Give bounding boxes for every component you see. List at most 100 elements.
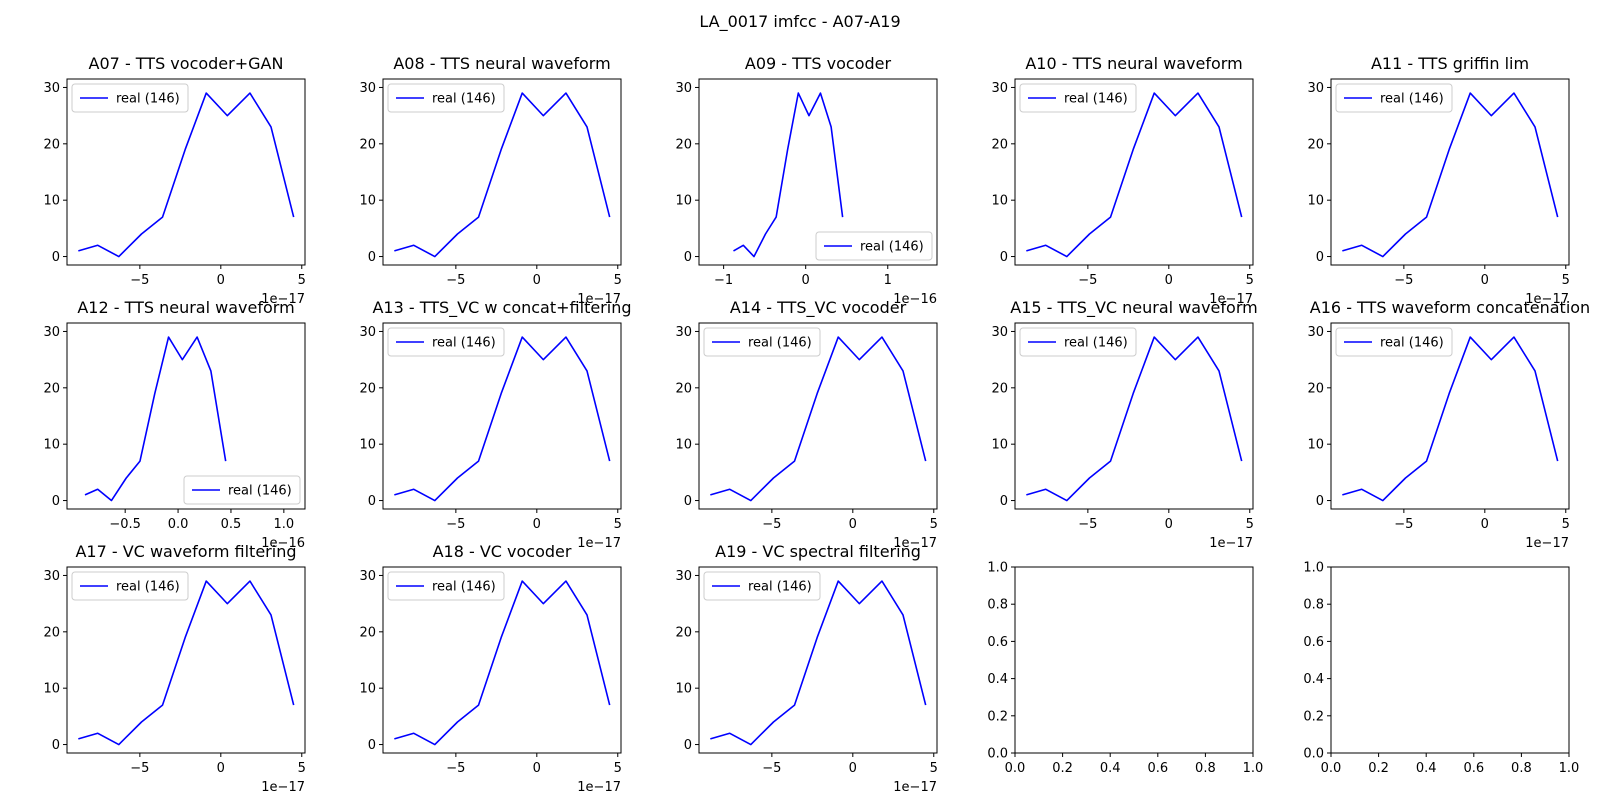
legend: real (146): [387, 327, 505, 357]
x-tick-label: 5: [1562, 273, 1570, 288]
x-offset-label: 1e−17: [893, 780, 937, 795]
x-tick-label: −5: [446, 273, 465, 288]
x-tick-label: 5: [298, 273, 306, 288]
x-tick-label: −5: [446, 761, 465, 776]
y-tick-label: 10: [43, 438, 60, 453]
y-tick-label: 20: [359, 625, 376, 640]
legend-label: real (146): [748, 336, 812, 351]
x-tick-label: −5: [1078, 517, 1097, 532]
y-tick-label: 0.2: [987, 709, 1008, 724]
x-tick-label: −5: [1394, 517, 1413, 532]
x-offset-label: 1e−17: [1525, 536, 1569, 551]
x-tick-label: 5: [614, 273, 622, 288]
legend: real (146): [183, 475, 301, 505]
y-tick-label: 10: [991, 194, 1008, 209]
plot-frame: [1014, 78, 1254, 266]
y-tick-label: 10: [991, 438, 1008, 453]
x-tick-label: 0: [802, 273, 810, 288]
subplot-title: A18 - VC vocoder: [433, 542, 572, 561]
x-tick-label: −5: [446, 517, 465, 532]
legend-box: [815, 231, 933, 261]
legend-box: [387, 571, 505, 601]
y-tick-label: 20: [675, 137, 692, 152]
legend: real (146): [1335, 83, 1453, 113]
x-tick-label: 0: [533, 761, 541, 776]
subplot-5: A11 - TTS griffin lim −5 0 5 0 10 20 30 1e−17 rea…: [1307, 54, 1569, 307]
x-tick-label: 1: [884, 273, 892, 288]
y-tick-label: 10: [1307, 194, 1324, 209]
y-tick-label: 10: [1307, 438, 1324, 453]
x-tick-label: 5: [1246, 273, 1254, 288]
series-line: [1026, 336, 1243, 502]
y-tick-label: 30: [675, 81, 692, 96]
y-tick-label: 0.6: [1303, 635, 1324, 650]
subplot-9: A15 - TTS_VC neural waveform −5 0 5 0 10 20 30 1…: [991, 298, 1257, 551]
subplot-10: A16 - TTS waveform concatenation −5 0 5 0 10 2…: [1307, 298, 1590, 551]
legend-box: [1019, 327, 1137, 357]
x-tick-label: 0.5: [221, 517, 242, 532]
legend: real (146): [703, 327, 821, 357]
subplot-2: A08 - TTS neural waveform −5 0 5 0 10 20 30 1e−1…: [359, 54, 621, 307]
y-tick-label: 1.0: [987, 561, 1008, 576]
y-tick-label: 30: [1307, 81, 1324, 96]
series-line: [394, 336, 611, 502]
y-tick-label: 30: [675, 569, 692, 584]
x-tick-label: 0: [1165, 273, 1173, 288]
legend-label: real (146): [1064, 92, 1128, 107]
subplot-title: A16 - TTS waveform concatenation: [1310, 298, 1590, 317]
series-line: [710, 336, 927, 502]
x-tick-label: 5: [1246, 517, 1254, 532]
x-tick-label: −5: [1394, 273, 1413, 288]
legend-label: real (146): [1064, 336, 1128, 351]
y-tick-label: 0.4: [1303, 672, 1324, 687]
y-tick-label: 20: [43, 137, 60, 152]
legend: real (146): [1335, 327, 1453, 357]
legend-label: real (146): [432, 580, 496, 595]
legend-box: [1335, 327, 1453, 357]
plot-frame: [1330, 78, 1570, 266]
x-tick-label: 1.0: [274, 517, 295, 532]
y-tick-label: 10: [675, 682, 692, 697]
plot-frame: [382, 322, 622, 510]
x-tick-label: 0.4: [1416, 761, 1437, 776]
legend: real (146): [1019, 327, 1137, 357]
plot-frame: [66, 78, 306, 266]
legend-label: real (146): [432, 336, 496, 351]
legend-label: real (146): [1380, 336, 1444, 351]
x-tick-label: 0: [849, 517, 857, 532]
x-tick-label: 0.8: [1195, 761, 1216, 776]
subplot-4: A10 - TTS neural waveform −5 0 5 0 10 20 30 1e−1…: [991, 54, 1253, 307]
plot-frame: [698, 78, 938, 266]
subplot-title: A07 - TTS vocoder+GAN: [89, 54, 284, 73]
plot-frame: [1330, 566, 1570, 754]
y-tick-label: 0.4: [987, 672, 1008, 687]
x-tick-label: −5: [762, 761, 781, 776]
y-tick-label: 0: [52, 494, 60, 509]
y-tick-label: 0: [684, 738, 692, 753]
legend: real (146): [71, 571, 189, 601]
y-tick-label: 0: [368, 738, 376, 753]
subplot-title: A09 - TTS vocoder: [745, 54, 892, 73]
x-offset-label: 1e−17: [261, 780, 305, 795]
legend-box: [1019, 83, 1137, 113]
y-tick-label: 30: [675, 325, 692, 340]
legend: real (146): [387, 83, 505, 113]
y-tick-label: 30: [359, 81, 376, 96]
plot-frame: [698, 322, 938, 510]
plot-frame: [66, 566, 306, 754]
x-tick-label: 0.6: [1463, 761, 1484, 776]
y-tick-label: 10: [359, 682, 376, 697]
x-tick-label: 0: [1165, 517, 1173, 532]
plot-frame: [66, 322, 306, 510]
series-line: [78, 580, 295, 746]
x-offset-label: 1e−17: [1209, 536, 1253, 551]
legend: real (146): [71, 83, 189, 113]
x-tick-label: 0.2: [1052, 761, 1073, 776]
subplot-title: A15 - TTS_VC neural waveform: [1010, 298, 1257, 318]
x-tick-label: 5: [1562, 517, 1570, 532]
x-tick-label: 5: [614, 517, 622, 532]
legend-box: [703, 571, 821, 601]
legend-label: real (146): [1380, 92, 1444, 107]
subplot-title: A19 - VC spectral filtering: [715, 542, 921, 561]
y-tick-label: 0: [684, 494, 692, 509]
